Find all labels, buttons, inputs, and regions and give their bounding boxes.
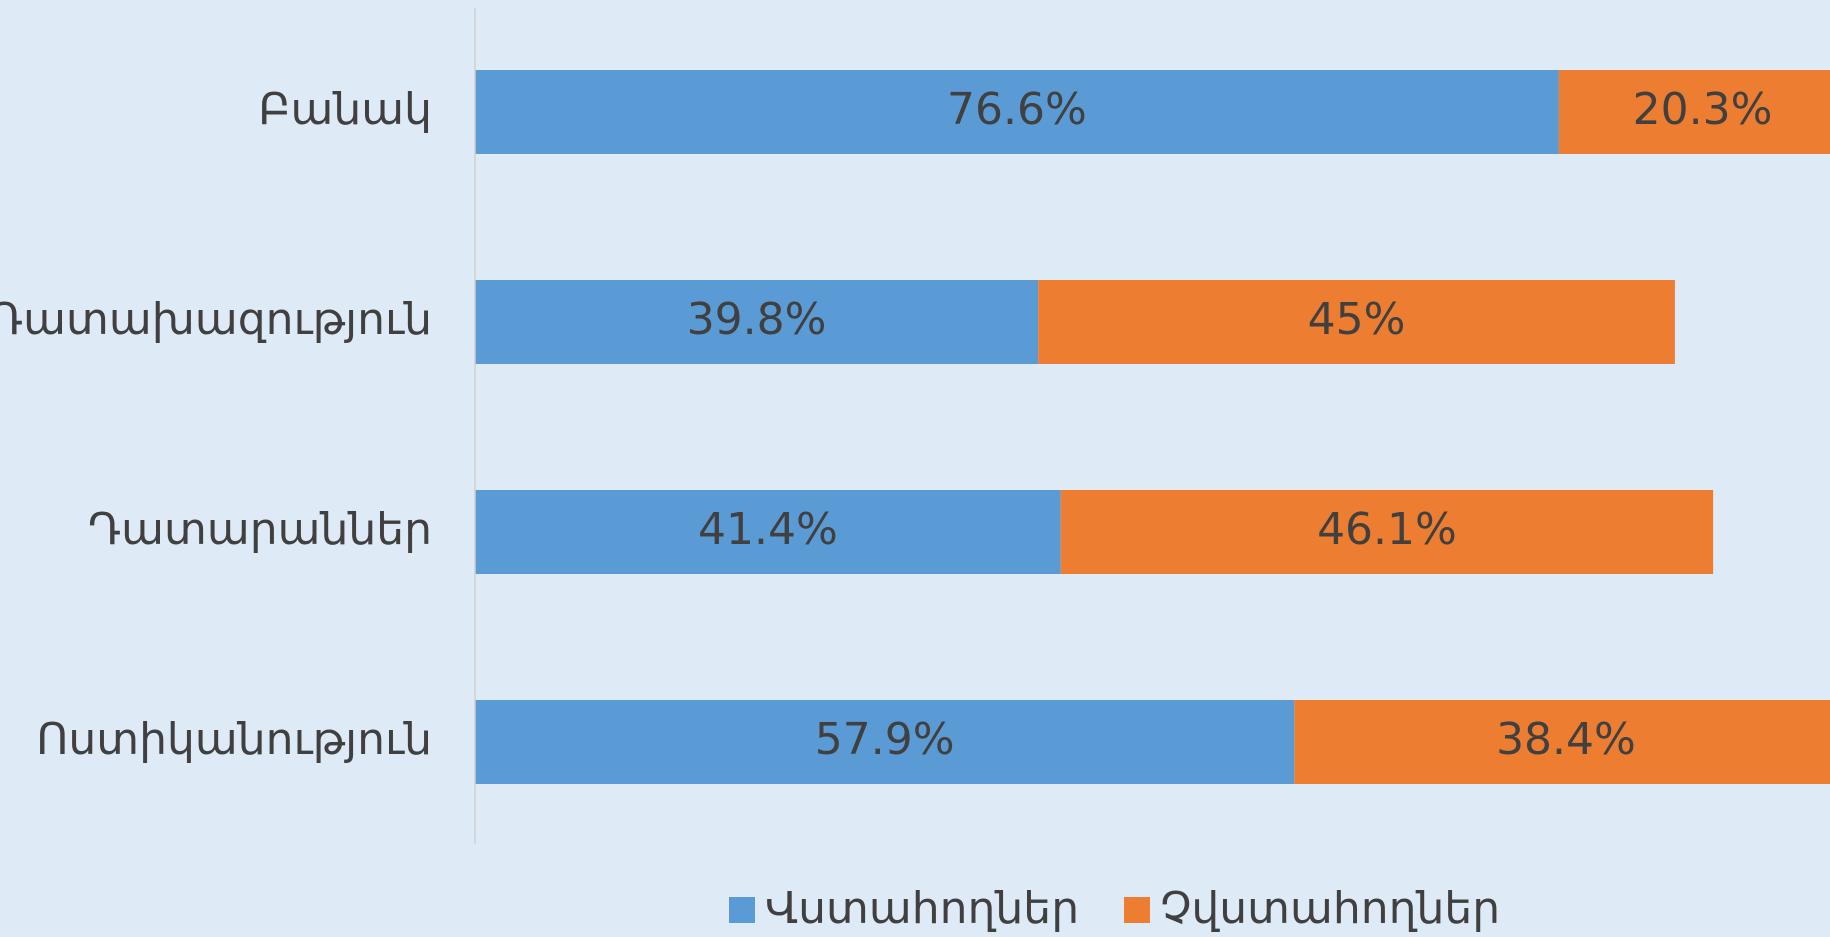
- category-label: Դատախազություն: [0, 294, 432, 345]
- bar-segment: [475, 70, 1559, 154]
- bar-segment: [1294, 700, 1830, 784]
- value-label: 76.6%: [947, 84, 1087, 135]
- bar-segment: [475, 700, 1295, 784]
- category-label: Դատարաններ: [88, 504, 432, 555]
- legend-label: Չվստահողներ: [1160, 883, 1500, 934]
- category-label: Բանակ: [258, 84, 432, 135]
- bar-segment: [1558, 70, 1830, 154]
- value-label: 57.9%: [815, 714, 955, 765]
- legend-swatch: [729, 897, 755, 923]
- value-label: 45%: [1308, 294, 1406, 345]
- legend-label: Վստահողներ: [765, 883, 1079, 934]
- bar-segment: [475, 490, 1061, 574]
- value-label: 38.4%: [1496, 714, 1636, 765]
- value-label: 20.3%: [1633, 84, 1773, 135]
- bar-segment: [1060, 490, 1714, 574]
- bar-segment: [475, 280, 1039, 364]
- value-label: 39.8%: [687, 294, 827, 345]
- value-label: 46.1%: [1317, 504, 1457, 555]
- value-label: 41.4%: [698, 504, 838, 555]
- category-label: Ոստիկանություն: [36, 714, 432, 765]
- legend-swatch: [1124, 897, 1150, 923]
- bar-segment: [1038, 280, 1675, 364]
